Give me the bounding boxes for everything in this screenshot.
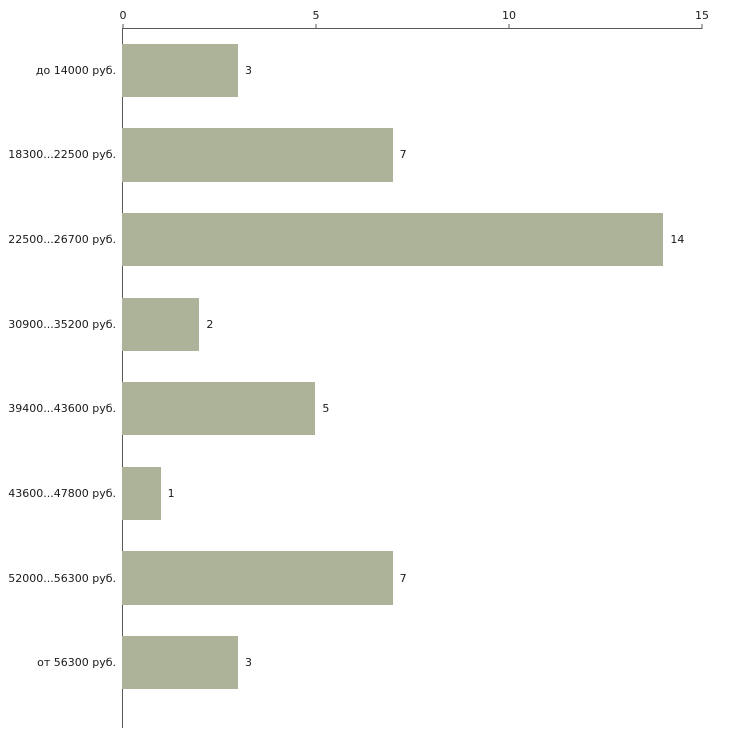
category-label: 18300...22500 руб.	[8, 148, 116, 162]
x-tick-label: 5	[312, 9, 320, 22]
category-label: 39400...43600 руб.	[8, 402, 116, 416]
bar-row: 43600...47800 руб. 1	[0, 451, 702, 536]
value-label: 3	[245, 63, 252, 77]
bar-rows: до 14000 руб. 3 18300...22500 руб. 7 22500..…	[0, 28, 702, 705]
x-tick-label: 10	[502, 9, 516, 22]
category-label: до 14000 руб.	[35, 63, 116, 77]
bar-row: 39400...43600 руб. 5	[0, 367, 702, 452]
category-label: 52000...56300 руб.	[8, 571, 116, 585]
bar-row: до 14000 руб. 3	[0, 28, 702, 113]
bar-area: 7	[122, 113, 702, 198]
bar	[122, 636, 238, 690]
bar-area: 3	[122, 620, 702, 705]
category-label: 22500...26700 руб.	[8, 233, 116, 247]
value-label: 5	[322, 402, 330, 416]
bar-area: 3	[122, 28, 702, 113]
category-label: 43600...47800 руб.	[8, 486, 116, 500]
value-label: 14	[670, 233, 685, 247]
bar	[122, 551, 393, 605]
value-label: 3	[245, 656, 252, 670]
category-label: 30900...35200 руб.	[8, 317, 116, 331]
bar	[122, 466, 161, 521]
x-tick-label: 0	[119, 9, 127, 22]
bar-area: 2	[122, 282, 702, 367]
value-label: 7	[399, 148, 407, 162]
bar-area: 7	[122, 536, 702, 621]
bar	[122, 382, 316, 436]
bar	[122, 212, 664, 267]
bar	[122, 128, 393, 182]
x-tick-label: 15	[695, 9, 709, 22]
bar-area: 14	[122, 197, 702, 282]
bar-row: 52000...56300 руб. 7	[0, 536, 702, 621]
bar	[122, 297, 200, 351]
bar-area: 5	[122, 367, 702, 452]
category-label: от 56300 руб.	[37, 656, 116, 670]
value-label: 2	[206, 317, 214, 331]
bar-area: 1	[122, 451, 702, 536]
bar-row: от 56300 руб. 3	[0, 620, 702, 705]
bar-row: 18300...22500 руб. 7	[0, 113, 702, 198]
bar	[122, 43, 238, 97]
value-label: 7	[399, 571, 407, 585]
bar-row: 22500...26700 руб. 14	[0, 197, 702, 282]
bar-row: 30900...35200 руб. 2	[0, 282, 702, 367]
value-label: 1	[167, 486, 175, 500]
